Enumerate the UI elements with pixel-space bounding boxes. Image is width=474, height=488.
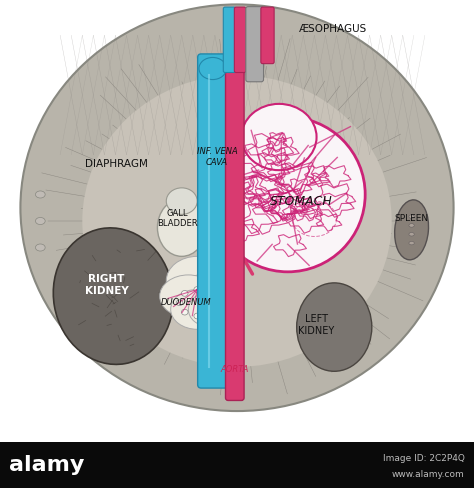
Ellipse shape <box>206 309 213 315</box>
Ellipse shape <box>53 228 173 365</box>
Ellipse shape <box>171 289 224 329</box>
Ellipse shape <box>194 286 201 292</box>
Text: alamy: alamy <box>9 455 85 475</box>
FancyBboxPatch shape <box>226 55 244 401</box>
Ellipse shape <box>211 300 218 305</box>
Ellipse shape <box>160 275 217 317</box>
Ellipse shape <box>409 232 414 236</box>
Ellipse shape <box>36 191 45 198</box>
Ellipse shape <box>36 244 45 251</box>
Text: LEFT
KIDNEY: LEFT KIDNEY <box>299 314 335 336</box>
FancyBboxPatch shape <box>246 7 264 82</box>
Ellipse shape <box>166 256 228 305</box>
Text: DUODENUM: DUODENUM <box>161 298 211 307</box>
Ellipse shape <box>297 283 372 371</box>
Text: www.alamy.com: www.alamy.com <box>392 469 465 479</box>
FancyBboxPatch shape <box>234 7 246 73</box>
Ellipse shape <box>182 309 188 315</box>
Text: Image ID: 2C2P4Q: Image ID: 2C2P4Q <box>383 454 465 463</box>
Text: GALL
BLADDER: GALL BLADDER <box>157 209 198 228</box>
Text: AORTA: AORTA <box>220 365 249 374</box>
Ellipse shape <box>182 290 188 296</box>
Ellipse shape <box>241 104 317 170</box>
Ellipse shape <box>206 290 213 296</box>
FancyBboxPatch shape <box>261 7 274 63</box>
Text: DIAPHRAGM: DIAPHRAGM <box>84 159 147 168</box>
Ellipse shape <box>395 200 428 260</box>
Text: RIGHT
KIDNEY: RIGHT KIDNEY <box>85 274 128 296</box>
FancyBboxPatch shape <box>198 54 228 388</box>
Ellipse shape <box>36 218 45 224</box>
Text: SPLEEN: SPLEEN <box>394 214 428 224</box>
Ellipse shape <box>188 293 228 326</box>
Text: INF. VENA
CAVA: INF. VENA CAVA <box>197 147 237 166</box>
Ellipse shape <box>409 224 414 227</box>
Ellipse shape <box>199 58 227 80</box>
Ellipse shape <box>20 4 454 411</box>
Ellipse shape <box>82 75 392 367</box>
Text: STOMACH: STOMACH <box>270 195 332 207</box>
Ellipse shape <box>210 117 365 272</box>
Ellipse shape <box>177 274 235 317</box>
Ellipse shape <box>166 188 197 214</box>
Ellipse shape <box>157 199 206 256</box>
Ellipse shape <box>194 313 201 319</box>
Text: ÆSOPHAGUS: ÆSOPHAGUS <box>299 24 367 34</box>
Ellipse shape <box>409 215 414 218</box>
FancyBboxPatch shape <box>223 7 236 73</box>
Ellipse shape <box>409 242 414 245</box>
Ellipse shape <box>176 300 183 305</box>
